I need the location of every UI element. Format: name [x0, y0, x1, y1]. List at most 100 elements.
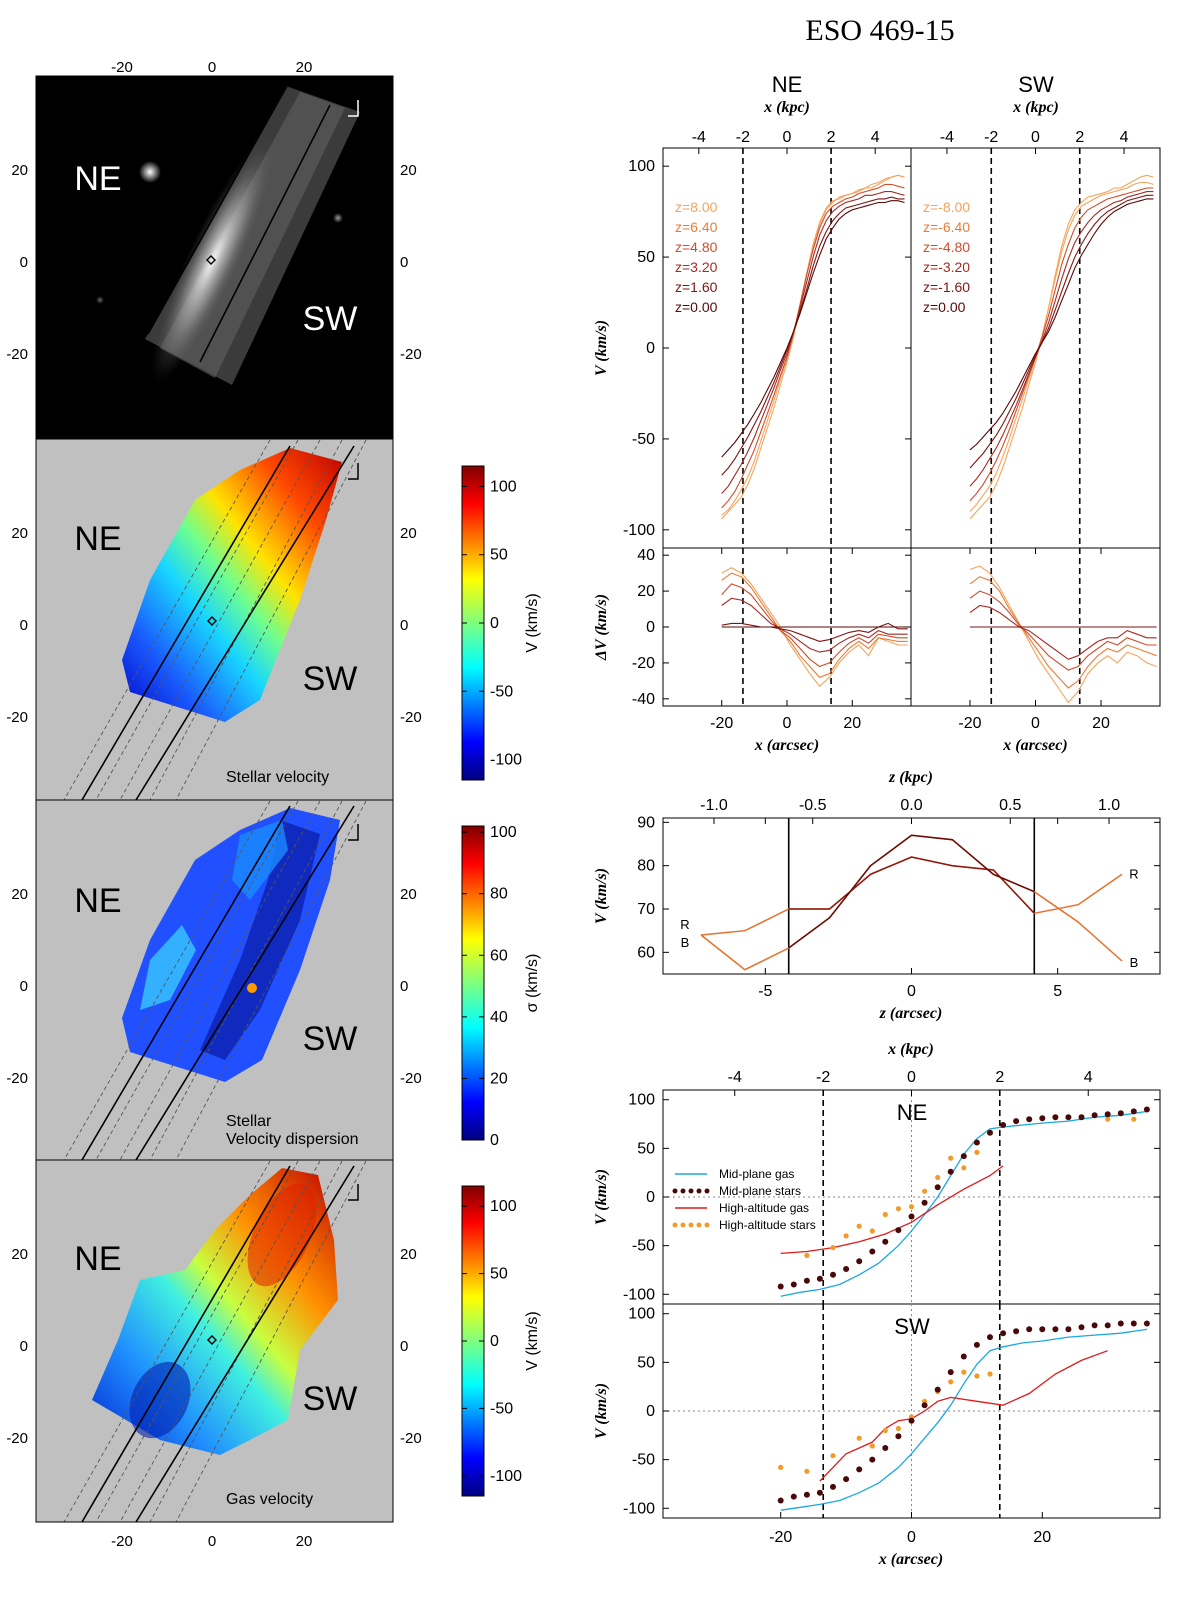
midplane-star-point [1143, 1320, 1150, 1327]
legend-entry: Mid-plane gas [719, 1167, 794, 1181]
map-axis-ticks: -20 0 20 -20 0 20 20 20 0 0 -20 -20 20 20 0 0 -20 -20 20 20… [6, 59, 421, 1550]
map-panel-gas-velocity [36, 1160, 393, 1522]
midplane-star-point [1026, 1116, 1033, 1123]
midplane-star-point [882, 1238, 889, 1245]
x2-tick-label: -0.5 [799, 797, 827, 814]
midplane-star-point [1143, 1106, 1150, 1113]
legend-entry: z=-6.40 [923, 219, 970, 235]
legend-entry: z=-3.20 [923, 259, 970, 275]
legend-entry: z=6.40 [675, 219, 718, 235]
x2-axis-label: x (kpc) [887, 1041, 934, 1058]
midplane-star-point [869, 1456, 876, 1463]
delta-series-line [721, 622, 908, 642]
colorbar-tick-label: 20 [490, 1070, 508, 1087]
series-end-label: B [681, 935, 690, 950]
y-tick-label: 0 [646, 1189, 655, 1206]
legend-dot-swatch [680, 1188, 686, 1194]
y-axis-label: V (km/s) [593, 320, 610, 376]
midplane-star-point [1013, 1328, 1020, 1335]
map-label-ne: NE [74, 882, 121, 920]
y-tick-label: 0 [646, 1403, 655, 1420]
x2-tick-label: -4 [940, 129, 954, 146]
high-altitude-star-point [895, 1206, 902, 1212]
midplane-star-point [816, 1489, 823, 1496]
map-label-sw: SW [303, 1020, 358, 1058]
midplane-star-point [1065, 1326, 1072, 1333]
legend-entry: z=-4.80 [923, 239, 970, 255]
velocity-series-line [721, 200, 905, 458]
rotation-curves-gas-stars: x (kpc) 100 50 0 -50 -100 NE V (km/s) 100 50 0 -50 -… [593, 1041, 1161, 1568]
midplane-star-point [856, 1258, 863, 1265]
midplane-star-point [843, 1266, 850, 1272]
panel-name-ne: NE [772, 72, 803, 97]
midplane-gas-line [780, 1328, 1147, 1511]
y-tick-label: 50 [637, 249, 655, 266]
plot-frame [662, 817, 1161, 975]
midplane-star-point [882, 1445, 889, 1451]
map-label-ne: NE [74, 1240, 121, 1278]
legend-entry: z=3.20 [675, 259, 718, 275]
midplane-star-point [1039, 1115, 1046, 1122]
map-label-sw: SW [303, 660, 358, 698]
x2-axis-label: z (kpc) [888, 769, 933, 786]
panel-name: NE [897, 1100, 928, 1125]
x2-tick-label: 0 [1031, 129, 1040, 146]
x-tick-label: 0 [1031, 715, 1040, 732]
map-panel-label: Stellar velocity [226, 769, 329, 786]
velocity-series-line [969, 191, 1154, 487]
high-altitude-star-point [974, 1373, 980, 1379]
x2-tick-label: -2 [816, 1069, 830, 1086]
rotation-curves-by-height: NE SWx (kpc) x (kpc)-4 -2 0 2 4z=8.00z=6.40z=4… [593, 72, 1161, 754]
high-altitude-star-point [869, 1443, 875, 1449]
x-tick-label: 0 [907, 983, 916, 1000]
velocity-series-line [969, 181, 1154, 512]
x-tick-label: 0 [907, 1529, 916, 1546]
colorbar-tick-label: 50 [490, 547, 508, 564]
x2-tick-label: 0.0 [900, 797, 922, 814]
midplane-star-point [1000, 1330, 1007, 1337]
series-end-label: B [1130, 955, 1139, 970]
midplane-star-point [987, 1334, 993, 1341]
midplane-star-point [1026, 1326, 1033, 1333]
midplane-star-point [934, 1184, 941, 1191]
x-tick-label: 20 [843, 715, 861, 732]
midplane-star-point [1052, 1326, 1059, 1333]
high-altitude-star-point [935, 1174, 941, 1181]
colorbar-tick-label: 50 [490, 1266, 508, 1283]
map-panel-image [36, 76, 393, 439]
midplane-star-point [830, 1483, 836, 1490]
delta-series-line [721, 567, 908, 688]
map-label-sw: SW [303, 1380, 358, 1418]
midplane-star-point [1117, 1320, 1124, 1327]
midplane-star-point [973, 1341, 980, 1348]
map-right-tick-label: 20 [400, 1246, 417, 1263]
legend-entry: z=-1.60 [923, 279, 970, 295]
midplane-star-point [1091, 1322, 1098, 1329]
map-label-ne: NE [74, 160, 121, 198]
midplane-star-point [790, 1281, 797, 1288]
velocity-series-line [721, 183, 905, 509]
x2-tick-label: -4 [728, 1069, 742, 1086]
midplane-star-point [1130, 1108, 1137, 1115]
legend-entry: z=-8.00 [923, 199, 970, 215]
high-altitude-star-point [869, 1228, 875, 1234]
colorbar-tick-label: 40 [490, 1009, 508, 1026]
delta-series-line [969, 565, 1157, 704]
map-panel-label-line: Gas velocity [226, 1491, 313, 1508]
x2-tick-label: 1.0 [1098, 797, 1120, 814]
delta-series-line [969, 590, 1157, 671]
y-tick-label: 100 [628, 158, 655, 175]
y-tick-label: 90 [637, 814, 655, 831]
colorbar-tick-label: 100 [490, 824, 517, 841]
midplane-star-point [777, 1497, 784, 1504]
y-tick-label: 40 [637, 547, 655, 564]
map-right-tick-label: -20 [400, 1430, 422, 1447]
colorbar-tick-label: -50 [490, 683, 513, 700]
high-altitude-star-point [882, 1211, 888, 1218]
legend-dot-swatch [696, 1222, 702, 1228]
midplane-star-point [830, 1271, 836, 1278]
colorbar-tick-label: -50 [490, 1400, 513, 1417]
maps: -20 0 20 -20 0 20 20 20 0 0 -20 -20 20 20 0 0 -20 -20 20 20… [6, 59, 421, 1550]
map-label-ne: NE [74, 520, 121, 558]
